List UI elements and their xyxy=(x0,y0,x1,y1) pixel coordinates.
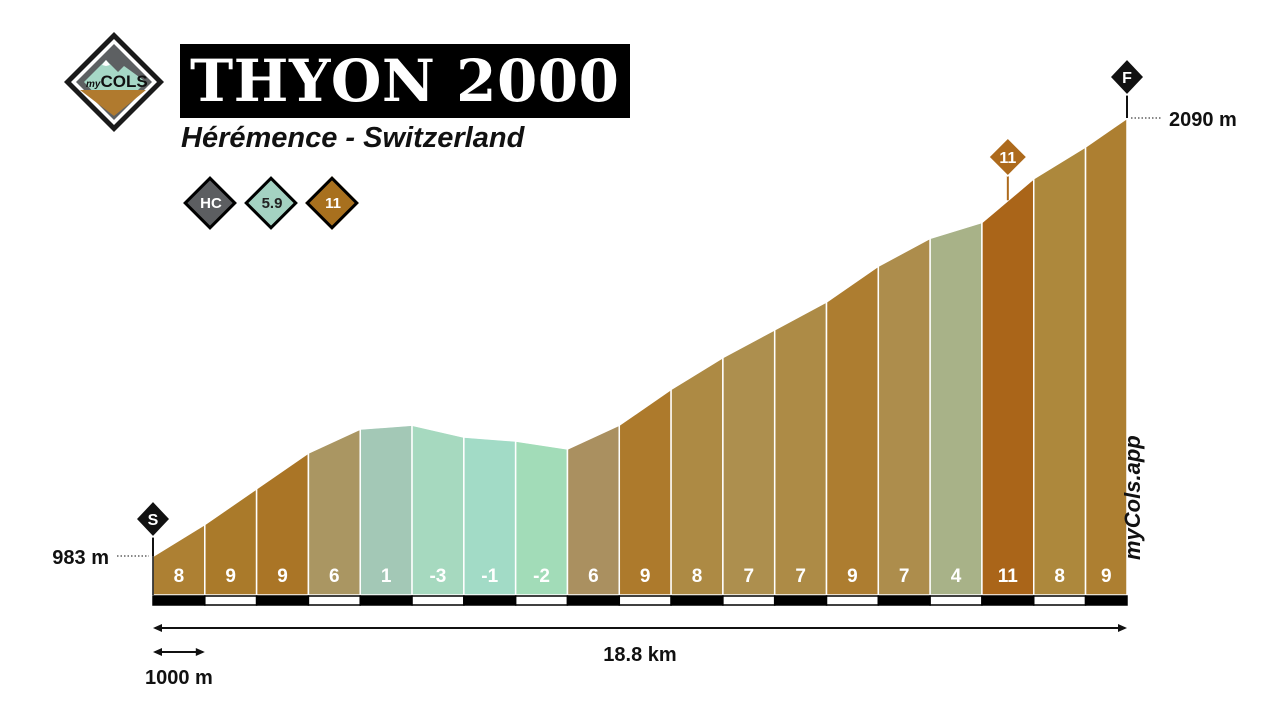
finish-marker-label: F xyxy=(1122,70,1132,87)
segment-gradient-label: 9 xyxy=(277,566,288,587)
profile-segment-top-edge xyxy=(722,328,776,359)
profile-segment xyxy=(929,221,983,596)
category-badge-label: HC xyxy=(200,195,222,212)
segment-gradient-label: 9 xyxy=(640,566,651,587)
segment-gradient-label: 9 xyxy=(1101,566,1112,587)
segment-gradient-label: 7 xyxy=(795,566,806,587)
scale-bar-block xyxy=(670,595,724,606)
scale-arrow-left-arrowhead-icon xyxy=(153,648,162,656)
segment-gradient-label: 7 xyxy=(744,566,755,587)
scale-bar-block xyxy=(307,595,361,606)
profile-segment-top-edge xyxy=(360,423,413,430)
profile-segment-top-edge xyxy=(670,356,724,390)
profile-segment xyxy=(1032,145,1087,596)
profile-segment xyxy=(670,355,724,596)
start-marker-label: S xyxy=(148,512,159,529)
segment-gradient-label: 8 xyxy=(1054,566,1065,587)
max-gradient-marker-label: 11 xyxy=(999,150,1016,167)
brand-watermark: myCols.app xyxy=(1120,435,1145,560)
scale-label: 1000 m xyxy=(145,667,213,689)
segment-gradient-label: -2 xyxy=(533,566,550,587)
scale-bar-block xyxy=(722,595,776,606)
scale-bar-block xyxy=(255,595,310,606)
total-distance-label: 18.8 km xyxy=(603,644,676,666)
mycols-logo: myCOLS xyxy=(62,30,166,134)
start-marker-icon xyxy=(134,499,172,539)
finish-marker-icon xyxy=(1108,57,1146,97)
segment-gradient-label: 6 xyxy=(588,566,599,587)
profile-segment-top-edge xyxy=(1033,145,1087,180)
scale-bar-block xyxy=(152,595,206,606)
page-subtitle: Hérémence - Switzerland xyxy=(181,122,525,154)
scale-bar-block xyxy=(981,595,1035,606)
total-distance-arrow-right-arrowhead-icon xyxy=(1118,624,1127,632)
profile-segment xyxy=(825,264,880,596)
segment-gradient-label: -3 xyxy=(429,566,446,587)
max-gradient-badge: 11 xyxy=(305,176,361,232)
profile-segment xyxy=(981,176,1035,596)
segment-gradient-label: 8 xyxy=(174,566,185,587)
scale-bar-block xyxy=(929,595,983,606)
max-gradient-label: 11 xyxy=(325,195,341,212)
segment-gradient-label: 6 xyxy=(329,566,340,587)
average-gradient-label: 5.9 xyxy=(261,195,283,212)
segment-gradient-label: 1 xyxy=(381,566,392,587)
profile-segment-top-edge xyxy=(877,237,931,267)
profile-segment-top-edge xyxy=(774,300,827,331)
profile-segment-top-edge xyxy=(1084,117,1128,148)
profile-segment-top-edge xyxy=(204,487,258,526)
scale-bar-block xyxy=(204,595,258,606)
profile-segment-top-edge xyxy=(825,265,879,303)
finish-altitude-label: 2090 m xyxy=(1169,109,1237,131)
logo-text: myCOLS xyxy=(86,72,148,92)
segments-layer: 8 9 9 6 1 -3 -1 -2 6 9 8 7 7 9 7 4 11 8 9 xyxy=(152,116,1128,596)
logo-text-small: my xyxy=(86,79,101,90)
scale-bar-block xyxy=(773,595,828,606)
scale-bar-block xyxy=(618,595,672,606)
profile-segment-top-edge xyxy=(463,435,516,442)
scale-bar-block xyxy=(514,595,569,606)
category-badge: HC xyxy=(183,176,239,232)
profile-segment xyxy=(773,300,828,596)
profile-segment xyxy=(722,328,776,596)
segment-gradient-label: -1 xyxy=(481,566,498,587)
scale-bar-block xyxy=(1032,595,1087,606)
profile-segment-top-edge xyxy=(515,439,568,450)
profile-segment-top-edge xyxy=(411,423,465,438)
scale-bar-block xyxy=(463,595,517,606)
max-gradient-marker-icon xyxy=(987,136,1028,178)
profile-segment-top-edge xyxy=(567,423,620,450)
scale-bar-block xyxy=(825,595,880,606)
scale-bar-block xyxy=(1084,595,1128,606)
profile-segment-top-edge xyxy=(308,427,361,454)
page-title: THYON 2000 xyxy=(180,44,630,118)
distance-scale-bar xyxy=(152,595,1128,606)
segment-gradient-label: 7 xyxy=(899,566,910,587)
segment-gradient-label: 8 xyxy=(692,566,703,587)
scale-bar-block xyxy=(877,595,931,606)
total-distance-arrow-left-arrowhead-icon xyxy=(153,624,162,632)
average-gradient-badge: 5.9 xyxy=(244,176,300,232)
profile-segment-top-edge xyxy=(256,451,309,490)
logo-text-big: COLS xyxy=(100,72,148,91)
segment-gradient-label: 4 xyxy=(951,566,962,587)
profile-segment-top-edge xyxy=(618,388,672,426)
markers-layer: S F 983 m 2090 m 11 18.8 km 1000 m xyxy=(52,57,1237,689)
scale-bar-block xyxy=(566,595,621,606)
scale-arrow-right-arrowhead-icon xyxy=(195,648,205,656)
mountain-logo-icon xyxy=(64,32,164,132)
segment-gradient-label: 9 xyxy=(225,566,236,587)
start-altitude-label: 983 m xyxy=(52,547,109,569)
profile-segment xyxy=(877,236,931,596)
segment-gradient-label: 11 xyxy=(998,566,1019,587)
scale-bar-block xyxy=(411,595,465,606)
segment-gradient-label: 9 xyxy=(847,566,858,587)
profile-segment-top-edge xyxy=(929,221,983,239)
scale-bar-block xyxy=(359,595,413,606)
profile-segment-top-edge xyxy=(152,523,206,557)
